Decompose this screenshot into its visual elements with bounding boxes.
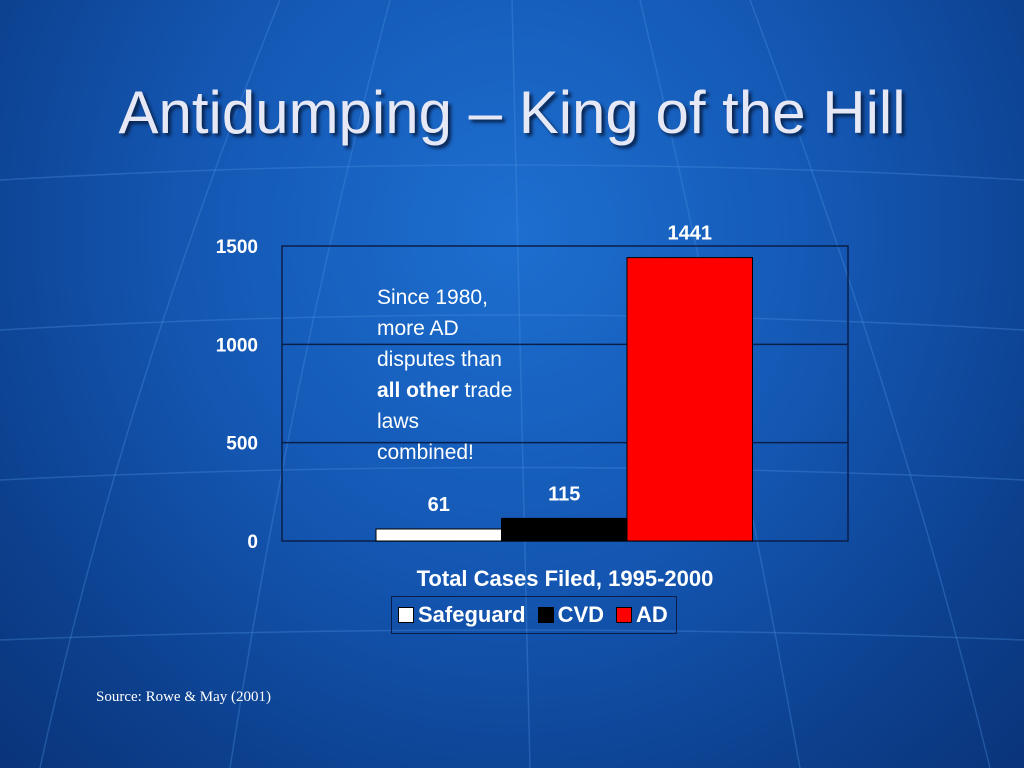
y-axis-ticks: 0 500 1000 1500	[216, 237, 258, 553]
y-tick-label: 0	[247, 532, 258, 553]
source-citation: Source: Rowe & May (2001)	[96, 689, 271, 705]
data-label-ad: 1441	[668, 223, 713, 245]
annotation-text: Since 1980, more AD disputes than all ot…	[377, 282, 577, 468]
legend-swatch-ad	[616, 607, 633, 623]
data-label-cvd: 115	[548, 483, 580, 505]
annotation-line: all other trade	[377, 375, 577, 406]
annotation-line: Since 1980,	[377, 286, 488, 309]
y-tick-label: 1500	[216, 237, 258, 258]
legend-swatch-safeguard	[398, 607, 414, 623]
bar-safeguard	[375, 528, 502, 542]
legend-item-cvd: CVD	[537, 602, 605, 628]
annotation-bold: all other	[377, 379, 459, 402]
legend-swatch-cvd	[537, 607, 554, 623]
slide-title: Antidumping – King of the Hill	[118, 79, 906, 146]
annotation-line: combined!	[377, 441, 474, 464]
bar-cvd	[501, 517, 628, 542]
y-tick-label: 1000	[216, 335, 258, 356]
annotation-line: disputes than	[377, 348, 502, 371]
data-labels: 61 115 1441	[428, 223, 712, 516]
x-axis-label: Total Cases Filed, 1995-2000	[416, 566, 714, 591]
annotation-line: more AD	[377, 317, 459, 340]
legend-label-cvd: CVD	[557, 602, 605, 627]
legend-label-ad: AD	[636, 602, 668, 627]
legend-item-ad: AD	[616, 602, 668, 628]
annotation-line: laws	[377, 410, 420, 433]
legend-label-safeguard: Safeguard	[418, 602, 526, 627]
data-label-safeguard: 61	[428, 494, 450, 516]
legend: Safeguard CVD AD	[391, 596, 677, 634]
bars	[375, 257, 753, 542]
gridlines	[282, 343, 848, 444]
legend-item-safeguard: Safeguard	[398, 602, 526, 628]
y-tick-label: 500	[226, 434, 258, 455]
bar-ad	[626, 257, 753, 542]
annotation-after-bold: trade	[458, 379, 513, 402]
